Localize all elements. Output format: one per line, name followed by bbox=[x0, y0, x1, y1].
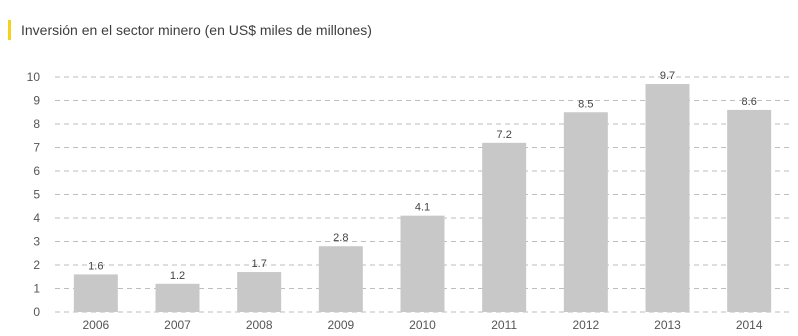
bar-2008 bbox=[237, 272, 282, 312]
data-label-2012: 8.5 bbox=[578, 98, 593, 110]
data-label-2007: 1.2 bbox=[170, 270, 185, 282]
bar-2013 bbox=[645, 84, 690, 312]
x-tick-label-2012: 2012 bbox=[572, 318, 599, 332]
chart-title-row: Inversión en el sector minero (en US$ mi… bbox=[8, 20, 372, 40]
y-tick-label: 4 bbox=[33, 211, 40, 225]
y-tick-label: 0 bbox=[33, 305, 40, 319]
x-tick-label-2009: 2009 bbox=[327, 318, 354, 332]
bar-2010 bbox=[400, 215, 445, 312]
x-tick-label-2008: 2008 bbox=[246, 318, 273, 332]
x-tick-label-2011: 2011 bbox=[491, 318, 517, 332]
data-label-2008: 1.7 bbox=[252, 258, 267, 270]
title-accent-bar bbox=[8, 20, 11, 40]
bars bbox=[73, 84, 772, 313]
x-tick-label-2010: 2010 bbox=[409, 318, 436, 332]
data-labels: 1.6 1.2 1.7 2.8 4.1 7.2 8.5 9.7 8.6 bbox=[88, 70, 757, 282]
x-axis-ticks: 2006 2007 2008 2009 2010 2011 2012 2013 2014 bbox=[82, 318, 762, 332]
x-tick-label-2013: 2013 bbox=[654, 318, 681, 332]
data-label-2009: 2.8 bbox=[333, 232, 348, 244]
bar-2014 bbox=[727, 109, 772, 313]
data-label-2014: 8.6 bbox=[742, 96, 757, 108]
bar-2011 bbox=[482, 142, 527, 312]
y-tick-label: 10 bbox=[27, 70, 41, 84]
y-axis-ticks: 0 1 2 3 4 5 6 7 8 9 10 bbox=[27, 70, 41, 319]
x-tick-label-2007: 2007 bbox=[164, 318, 191, 332]
x-tick-label-2014: 2014 bbox=[736, 318, 763, 332]
y-tick-label: 7 bbox=[33, 141, 40, 155]
data-label-2010: 4.1 bbox=[415, 202, 430, 214]
x-tick-label-2006: 2006 bbox=[82, 318, 109, 332]
y-tick-label: 3 bbox=[33, 235, 40, 249]
y-tick-label: 9 bbox=[33, 94, 40, 108]
y-tick-label: 5 bbox=[33, 188, 40, 202]
y-tick-label: 8 bbox=[33, 117, 40, 131]
bar-2012 bbox=[563, 112, 608, 312]
bar-2006 bbox=[73, 274, 118, 312]
y-tick-label: 2 bbox=[33, 258, 40, 272]
data-label-2006: 1.6 bbox=[88, 260, 103, 272]
bar-2007 bbox=[155, 283, 200, 312]
data-label-2011: 7.2 bbox=[497, 129, 512, 141]
y-tick-label: 6 bbox=[33, 164, 40, 178]
bar-2009 bbox=[318, 246, 363, 312]
chart-title: Inversión en el sector minero (en US$ mi… bbox=[21, 22, 372, 38]
y-tick-label: 1 bbox=[33, 282, 40, 296]
data-label-2013: 9.7 bbox=[660, 70, 675, 82]
